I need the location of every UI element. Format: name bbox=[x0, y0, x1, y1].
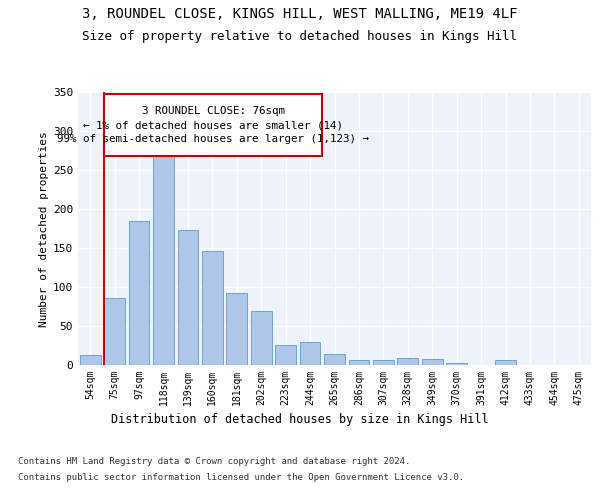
Bar bbox=[446, 362, 467, 365]
Bar bbox=[128, 221, 149, 365]
Bar bbox=[299, 342, 320, 365]
Bar bbox=[153, 139, 174, 365]
Bar bbox=[275, 345, 296, 365]
Bar bbox=[495, 360, 516, 365]
Bar bbox=[226, 292, 247, 365]
Bar bbox=[178, 230, 199, 365]
FancyBboxPatch shape bbox=[104, 94, 322, 156]
Bar bbox=[202, 250, 223, 365]
Bar bbox=[104, 298, 125, 365]
Bar bbox=[251, 310, 272, 365]
Text: Size of property relative to detached houses in Kings Hill: Size of property relative to detached ho… bbox=[83, 30, 517, 43]
Bar bbox=[349, 360, 370, 365]
Bar bbox=[324, 354, 345, 365]
Bar bbox=[397, 358, 418, 365]
Text: Contains HM Land Registry data © Crown copyright and database right 2024.: Contains HM Land Registry data © Crown c… bbox=[18, 458, 410, 466]
Bar bbox=[80, 355, 101, 365]
Text: Distribution of detached houses by size in Kings Hill: Distribution of detached houses by size … bbox=[111, 412, 489, 426]
Bar bbox=[422, 359, 443, 365]
Text: 3 ROUNDEL CLOSE: 76sqm
← 1% of detached houses are smaller (14)
99% of semi-deta: 3 ROUNDEL CLOSE: 76sqm ← 1% of detached … bbox=[58, 106, 370, 144]
Y-axis label: Number of detached properties: Number of detached properties bbox=[39, 131, 49, 326]
Text: 3, ROUNDEL CLOSE, KINGS HILL, WEST MALLING, ME19 4LF: 3, ROUNDEL CLOSE, KINGS HILL, WEST MALLI… bbox=[82, 8, 518, 22]
Text: Contains public sector information licensed under the Open Government Licence v3: Contains public sector information licen… bbox=[18, 472, 464, 482]
Bar bbox=[373, 360, 394, 365]
